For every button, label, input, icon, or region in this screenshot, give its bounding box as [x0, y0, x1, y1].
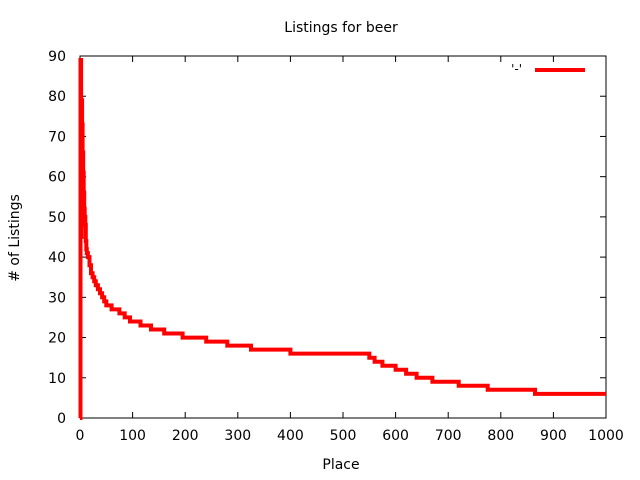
x-tick-label: 800: [487, 428, 514, 444]
x-tick-label: 0: [76, 428, 85, 444]
y-tick-label: 20: [48, 331, 66, 347]
series-lines: [78, 58, 606, 420]
x-tick-label: 1000: [588, 428, 624, 444]
y-tick-label: 40: [48, 250, 66, 266]
chart-title: Listings for beer: [284, 20, 398, 36]
y-tick-label: 30: [48, 290, 66, 306]
axis-ticks: [79, 55, 607, 419]
y-axis-label: # of Listings: [7, 194, 23, 282]
x-tick-label: 500: [330, 428, 357, 444]
y-tick-label: 60: [48, 170, 66, 186]
x-tick-label: 900: [540, 428, 567, 444]
y-tick-label: 70: [48, 129, 66, 145]
y-tick-label: 10: [48, 371, 66, 387]
legend-label: '-': [511, 62, 522, 76]
x-tick-label: 700: [435, 428, 462, 444]
x-tick-label: 300: [224, 428, 251, 444]
tick-labels: 0 100 200 300 400 500 600 700 800 900 1000 0 10 20 30 4…: [48, 49, 624, 444]
x-tick-label: 200: [172, 428, 199, 444]
series-line-0: [78, 58, 606, 420]
y-tick-label: 80: [48, 89, 66, 105]
x-tick-label: 400: [277, 428, 304, 444]
y-tick-label: 50: [48, 210, 66, 226]
x-axis-label: Place: [322, 457, 359, 473]
plot-frame: [79, 55, 607, 419]
y-tick-label: 90: [48, 49, 66, 65]
y-tick-label: 0: [57, 411, 66, 427]
legend: '-': [511, 62, 585, 76]
x-tick-label: 100: [119, 428, 146, 444]
x-tick-label: 600: [382, 428, 409, 444]
